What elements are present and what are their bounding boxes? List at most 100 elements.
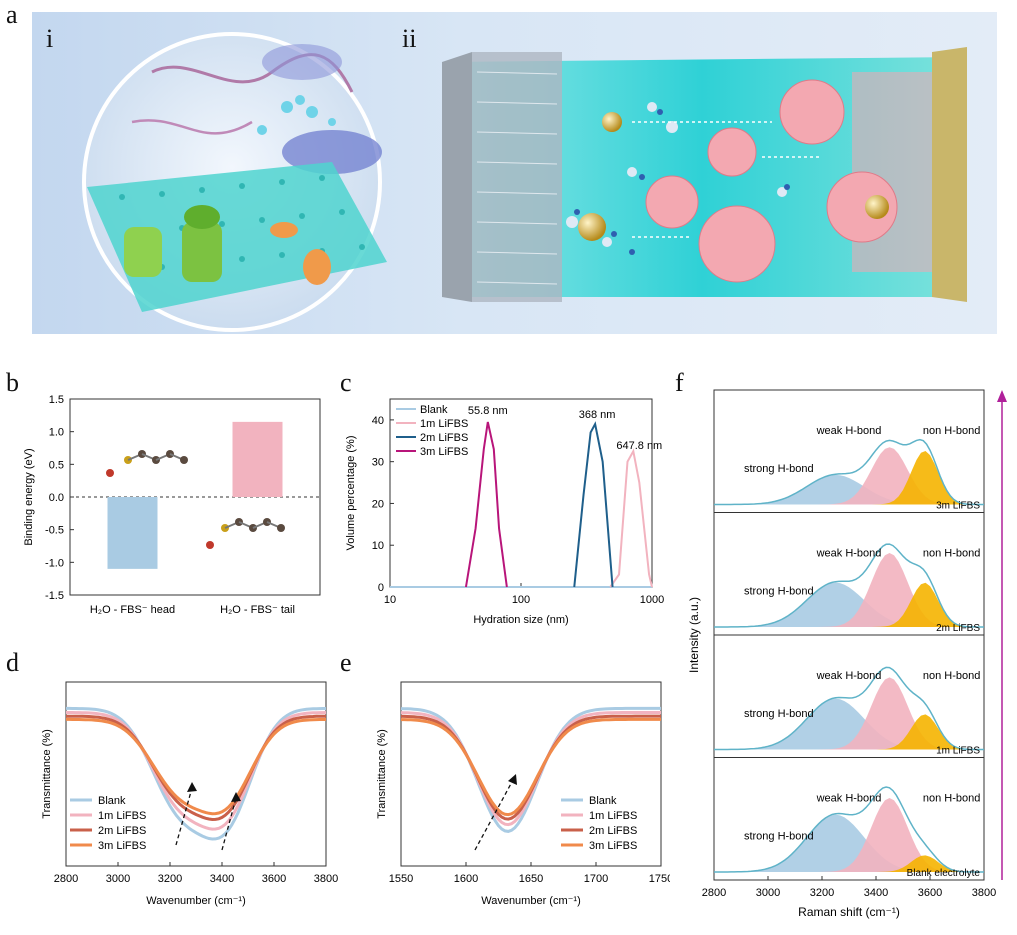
trend-arrow	[474, 779, 514, 851]
x-tick-label: 2800	[702, 887, 726, 899]
plot-frame	[65, 681, 327, 867]
series-line	[66, 706, 326, 841]
panel-label-e: e	[340, 648, 352, 677]
x-tick-label: 3400	[210, 873, 234, 885]
x-tick-label: 1700	[584, 873, 608, 885]
legend-label: 2m LiFBS	[420, 432, 468, 444]
panel-a-illustration: i ii	[32, 12, 997, 334]
series-line	[573, 421, 614, 588]
electrolyte-scene-box	[442, 47, 967, 302]
chart-d-ftir-oh: 2800 3000 3200 3400 3600 3800 Wavenumber (cm⁻¹…	[41, 681, 338, 907]
y-tick-label: -1.5	[45, 590, 64, 602]
x-tick-label: 10	[384, 594, 396, 606]
envelope-line	[714, 786, 984, 873]
y-tick-label: 1.5	[49, 394, 64, 406]
legend-label: 3m LiFBS	[420, 446, 468, 458]
panel-a-sublabel-i: i	[46, 24, 54, 53]
label-strong-hbond: strong H-bond	[744, 463, 814, 475]
x-tick-label: 3200	[158, 873, 182, 885]
series-line	[464, 421, 508, 588]
y-axis-label: Intensity (a.u.)	[687, 597, 701, 673]
interface-scene-circle	[82, 32, 387, 332]
series-line	[400, 711, 661, 827]
series-line	[400, 714, 661, 821]
component-peak	[714, 474, 984, 505]
y-tick-label: 20	[372, 498, 384, 510]
bar-tail	[232, 421, 283, 497]
y-tick-label: 0.5	[49, 459, 64, 471]
y-axis-label: Transmittance (%)	[376, 729, 388, 818]
component-peak	[714, 451, 984, 505]
x-tick-label: 2800	[54, 873, 78, 885]
panel-label-d: d	[6, 648, 19, 677]
label-weak-hbond: weak H-bond	[816, 792, 882, 804]
chart-b-binding-energy: 1.5 1.0 0.5 0.0 -0.5 -1.0 -1.5 H₂O - FBS⁻ head H…	[23, 394, 321, 616]
x-axis-label: Wavenumber (cm⁻¹)	[146, 895, 246, 907]
envelope-line	[714, 666, 984, 751]
y-axis-label: Volume percentage (%)	[345, 436, 357, 551]
y-tick-label: 10	[372, 540, 384, 552]
component-peak	[714, 582, 984, 627]
series-line	[66, 711, 327, 831]
x-axis-label: Hydration size (nm)	[473, 614, 568, 626]
label-non-hbond: non H-bond	[923, 792, 981, 804]
legend-label: 1m LiFBS	[589, 810, 637, 822]
label-non-hbond: non H-bond	[923, 425, 981, 437]
chart-f-raman: 3m LiFBS strong H-bond weak H-bond non H-bo…	[687, 389, 1007, 919]
legend-label: 1m LiFBS	[420, 418, 468, 430]
y-tick-label: 40	[372, 415, 384, 427]
x-category-label: H₂O - FBS⁻ head	[90, 604, 175, 616]
label-weak-hbond: weak H-bond	[816, 547, 882, 559]
y-axis-label: Binding energy (eV)	[23, 448, 35, 545]
series-line	[609, 448, 653, 588]
subpanel-label: 2m LiFBS	[936, 623, 980, 634]
label-strong-hbond: strong H-bond	[744, 708, 814, 720]
x-tick-label: 3600	[262, 873, 286, 885]
component-peak	[714, 698, 984, 750]
water-o-atom	[206, 541, 214, 549]
annotation-peak-1m: 647.8 nm	[616, 440, 662, 452]
x-category-label: H₂O - FBS⁻ tail	[220, 604, 295, 616]
trend-arrow	[175, 787, 193, 846]
series-line	[400, 706, 661, 833]
y-tick-label: -1.0	[45, 557, 64, 569]
label-weak-hbond: weak H-bond	[816, 670, 882, 682]
y-axis-label: Transmittance (%)	[41, 729, 53, 818]
panel-label-c: c	[340, 368, 352, 397]
component-peak	[714, 582, 984, 627]
trend-arrowhead	[231, 792, 241, 802]
series-line	[66, 717, 326, 816]
component-peak	[714, 855, 984, 872]
molecule-sketch	[124, 450, 188, 464]
trend-arrowhead	[187, 782, 197, 792]
x-tick-label: 1650	[519, 873, 543, 885]
component-peak	[714, 714, 984, 750]
label-non-hbond: non H-bond	[923, 547, 981, 559]
y-tick-label: 1.0	[49, 427, 64, 439]
x-axis-label: Raman shift (cm⁻¹)	[798, 905, 900, 919]
label-weak-hbond: weak H-bond	[816, 425, 882, 437]
x-tick-label: 3600	[918, 887, 942, 899]
subpanel-label: 1m LiFBS	[936, 746, 980, 757]
label-strong-hbond: strong H-bond	[744, 831, 814, 843]
series-line	[66, 714, 326, 822]
x-tick-label: 100	[512, 594, 530, 606]
panel-label-b: b	[6, 368, 19, 397]
label-strong-hbond: strong H-bond	[744, 586, 814, 598]
subpanel-label: 3m LiFBS	[936, 501, 980, 512]
panel-label-f: f	[675, 368, 684, 397]
x-tick-label: 3000	[756, 887, 780, 899]
raman-subpanel	[713, 757, 985, 881]
legend-label: 3m LiFBS	[98, 840, 146, 852]
y-tick-label: 0	[378, 582, 384, 594]
water-o-atom	[106, 469, 114, 477]
x-tick-label: 1000	[640, 594, 664, 606]
subpanel-label: Blank electrolyte	[907, 868, 981, 879]
envelope-line	[714, 543, 984, 628]
x-tick-label: 3800	[314, 873, 338, 885]
bar-head	[107, 497, 158, 569]
x-tick-label: 1600	[454, 873, 478, 885]
panel-a-sublabel-ii: ii	[402, 24, 417, 53]
x-axis-label: Wavenumber (cm⁻¹)	[481, 895, 581, 907]
legend-label: Blank	[98, 795, 126, 807]
